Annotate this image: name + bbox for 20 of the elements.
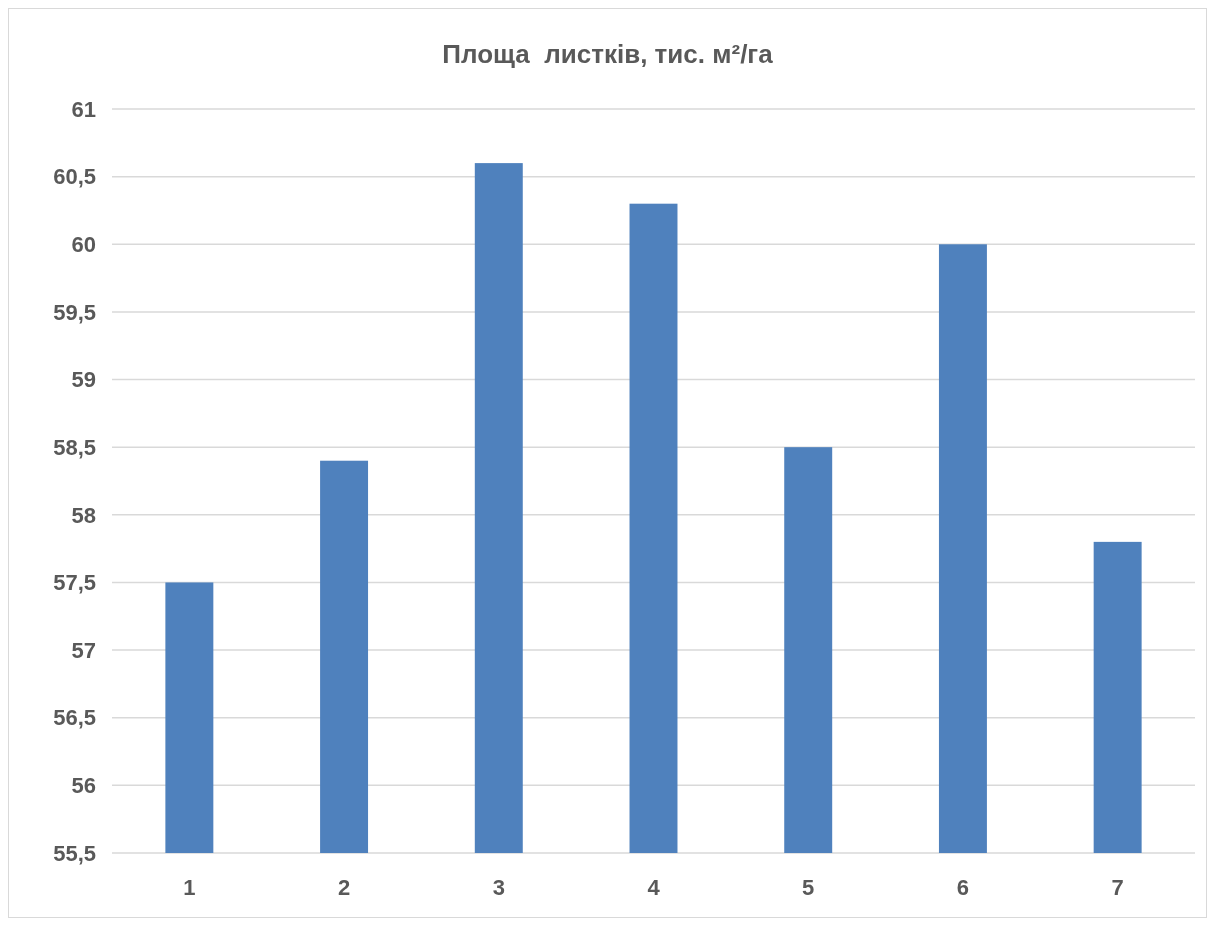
y-tick-label: 61 <box>71 96 96 122</box>
chart-title: Площа листків, тис. м²/га <box>442 39 774 69</box>
y-tick-label: 56,5 <box>53 705 96 731</box>
y-tick-label: 60,5 <box>53 164 96 190</box>
y-tick-label: 58 <box>71 502 96 528</box>
y-tick-label: 57 <box>71 637 96 663</box>
y-tick-label: 57,5 <box>53 570 96 596</box>
y-tick-label: 58,5 <box>53 434 96 460</box>
x-tick-label: 7 <box>1111 875 1124 900</box>
x-tick-label: 1 <box>183 875 196 900</box>
x-tick-label: 6 <box>956 875 970 900</box>
y-tick-label: 55,5 <box>53 840 96 866</box>
y-tick-label: 56 <box>71 773 96 799</box>
y-tick-label: 59 <box>71 367 96 393</box>
x-tick-label: 5 <box>802 875 815 900</box>
x-tick-label: 4 <box>647 875 661 900</box>
x-tick-label: 3 <box>492 875 505 900</box>
y-tick-label: 60 <box>71 231 96 257</box>
x-tick-label: 2 <box>337 875 351 900</box>
y-tick-label: 59,5 <box>53 299 96 325</box>
